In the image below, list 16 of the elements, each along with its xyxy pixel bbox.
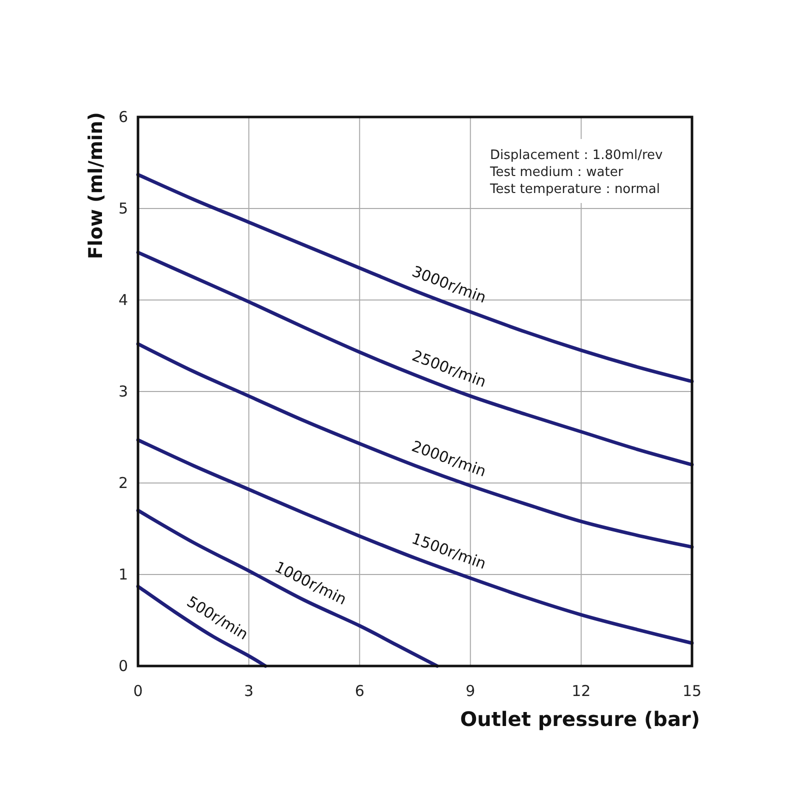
y-tick-label: 2 — [118, 474, 128, 492]
x-tick-label: 0 — [133, 682, 143, 700]
y-tick-label: 6 — [118, 108, 128, 126]
y-tick-label: 4 — [118, 291, 128, 309]
y-axis-title: Flow (ml/min) — [85, 112, 107, 260]
x-tick-label: 12 — [572, 682, 591, 700]
annotation: Displacement：1.80ml/rev Test medium：water Test temperature：normal — [489, 148, 664, 197]
x-tick-label: 3 — [244, 682, 254, 700]
x-tick-label: 9 — [466, 682, 476, 700]
y-tick-label: 3 — [118, 382, 128, 400]
x-tick-label: 6 — [354, 682, 364, 700]
x-tick-label: 15 — [682, 682, 702, 700]
y-tick-label: 5 — [118, 200, 128, 218]
y-tick-label: 1 — [118, 566, 128, 584]
y-tick-label: 0 — [118, 657, 128, 675]
x-axis-title: Outlet pressure (bar) — [460, 707, 700, 731]
